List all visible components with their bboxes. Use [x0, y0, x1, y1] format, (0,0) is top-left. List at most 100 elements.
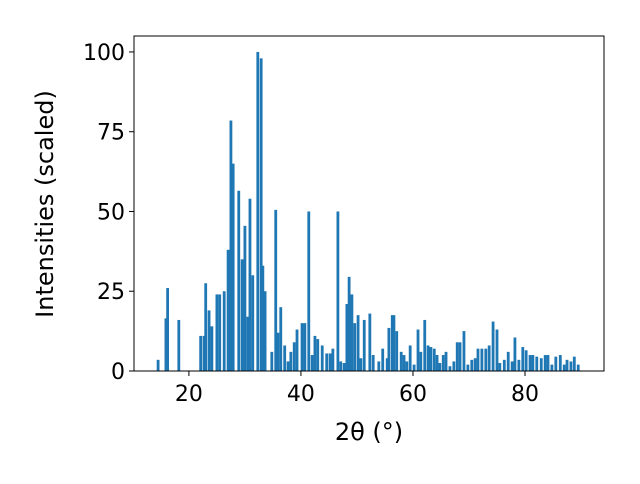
bar: [498, 363, 502, 371]
bar: [576, 364, 580, 371]
bar: [368, 313, 372, 371]
bar: [283, 345, 287, 371]
bar: [166, 288, 170, 371]
bar: [531, 355, 535, 371]
bar: [204, 283, 208, 371]
bar: [448, 366, 452, 371]
bar: [240, 259, 244, 371]
bar: [473, 358, 477, 371]
bar: [390, 315, 394, 371]
bar: [259, 58, 263, 371]
bar: [385, 358, 389, 371]
bar: [539, 358, 543, 371]
bar: [546, 355, 550, 371]
bar: [554, 356, 558, 371]
bar: [359, 358, 363, 371]
x-tick-label: 20: [175, 382, 203, 407]
bar: [336, 211, 340, 371]
bar: [565, 359, 569, 371]
bar: [316, 339, 320, 371]
bar: [270, 351, 274, 371]
bar: [423, 319, 427, 371]
bar: [399, 351, 403, 371]
bar: [452, 361, 456, 371]
bar: [207, 310, 211, 371]
bar: [416, 329, 420, 371]
bar: [295, 329, 299, 371]
bar: [263, 291, 267, 371]
bar: [289, 351, 293, 371]
bar: [274, 209, 278, 371]
bar: [381, 348, 385, 371]
bar: [470, 359, 474, 371]
bar: [466, 364, 470, 371]
bar: [558, 355, 562, 371]
bar: [331, 348, 335, 371]
bar: [435, 355, 439, 371]
bar: [535, 356, 539, 371]
bar: [392, 315, 396, 371]
bar: [491, 321, 495, 371]
bar: [487, 345, 491, 371]
bar: [303, 323, 307, 371]
bar: [251, 275, 255, 371]
bar: [562, 364, 566, 371]
bar: [444, 351, 448, 371]
bar: [164, 318, 168, 371]
bar: [387, 327, 391, 371]
bar: [572, 356, 576, 371]
bar: [419, 351, 423, 371]
x-axis-label: 2θ (°): [335, 418, 403, 446]
bar: [237, 190, 241, 371]
bar: [405, 361, 409, 371]
bar: [328, 353, 332, 371]
bar: [521, 347, 525, 371]
bar: [438, 363, 442, 371]
x-tick-label: 60: [399, 382, 427, 407]
bar: [495, 329, 499, 371]
bar: [313, 335, 317, 371]
bar: [215, 294, 219, 371]
x-tick-label: 40: [287, 382, 315, 407]
y-tick-label: 0: [111, 360, 125, 385]
bar: [506, 351, 510, 371]
y-tick-label: 75: [97, 121, 125, 146]
bar: [286, 361, 290, 371]
bar: [156, 359, 160, 371]
bar: [310, 355, 314, 371]
bar: [350, 294, 354, 371]
y-tick-label: 100: [83, 41, 125, 66]
bar: [229, 120, 233, 371]
bar: [199, 335, 203, 371]
bar: [231, 163, 235, 371]
bar: [569, 361, 573, 371]
bar: [353, 323, 357, 371]
y-tick-label: 50: [97, 200, 125, 225]
bar: [243, 225, 247, 371]
bar: [292, 342, 296, 371]
bar: [246, 316, 250, 371]
bar: [202, 335, 206, 371]
bar: [210, 326, 214, 371]
y-tick-label: 25: [97, 280, 125, 305]
bar: [320, 345, 324, 371]
bar: [510, 361, 514, 371]
bar: [248, 198, 252, 371]
bar: [408, 345, 412, 371]
bar: [412, 364, 416, 371]
bar: [377, 361, 381, 371]
bar: [222, 291, 226, 371]
bar: [484, 348, 488, 371]
bar: [256, 51, 260, 371]
bar: [462, 331, 466, 371]
bar: [371, 355, 375, 371]
bar: [347, 276, 351, 371]
bar: [524, 350, 528, 371]
bar: [517, 359, 521, 371]
bar: [325, 353, 329, 371]
bar: [455, 342, 459, 371]
bar: [261, 265, 265, 371]
bar: [426, 345, 430, 371]
